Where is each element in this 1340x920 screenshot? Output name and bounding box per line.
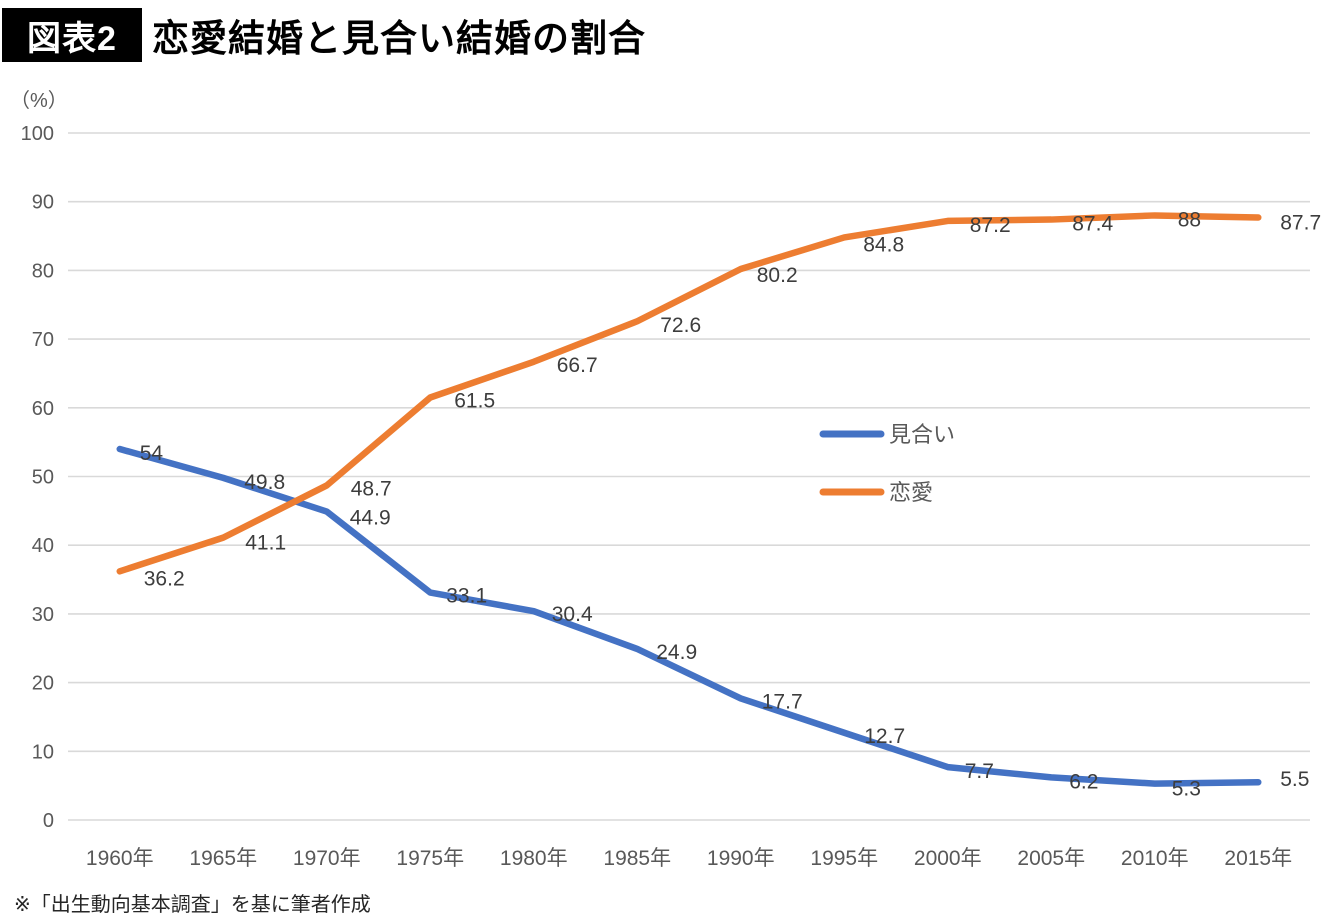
data-label: 30.4 <box>552 603 593 626</box>
data-label: 36.2 <box>144 567 185 590</box>
data-label: 24.9 <box>656 641 697 664</box>
data-label: 12.7 <box>864 725 905 748</box>
x-tick-label: 1990年 <box>707 847 775 870</box>
data-label: 5.5 <box>1280 768 1309 791</box>
y-tick-label: 80 <box>32 260 54 282</box>
data-label: 72.6 <box>660 314 701 337</box>
y-tick-label: 70 <box>32 329 54 351</box>
data-label: 80.2 <box>757 264 798 287</box>
x-tick-label: 1980年 <box>500 847 568 870</box>
y-axis-unit-label: （%） <box>10 90 68 112</box>
y-tick-label: 20 <box>32 673 54 695</box>
y-tick-label: 100 <box>21 123 54 145</box>
chart-header: 図表2 恋愛結婚と見合い結婚の割合 <box>2 8 646 62</box>
data-label: 54 <box>140 442 164 465</box>
x-tick-label: 1965年 <box>189 847 257 870</box>
legend-label-1: 恋愛 <box>889 480 933 505</box>
data-label: 44.9 <box>350 507 391 530</box>
legend-label-0: 見合い <box>889 422 955 447</box>
x-tick-label: 2015年 <box>1224 847 1292 870</box>
x-tick-label: 2000年 <box>914 847 982 870</box>
source-footnote: ※「出生動向基本調査」を基に筆者作成 <box>14 894 371 916</box>
data-label: 66.7 <box>557 354 598 377</box>
x-tick-label: 1995年 <box>810 847 878 870</box>
x-tick-label: 1960年 <box>86 847 154 870</box>
x-tick-label: 1985年 <box>603 847 671 870</box>
data-label: 84.8 <box>863 233 904 256</box>
data-label: 61.5 <box>454 389 495 412</box>
y-tick-label: 10 <box>32 741 54 763</box>
data-label: 41.1 <box>245 532 286 555</box>
data-label: 33.1 <box>446 585 487 608</box>
x-tick-label: 2010年 <box>1121 847 1189 870</box>
data-label: 48.7 <box>351 477 392 500</box>
y-tick-label: 0 <box>43 810 54 832</box>
data-label: 87.2 <box>970 214 1011 237</box>
y-tick-label: 30 <box>32 604 54 626</box>
y-tick-label: 90 <box>32 192 54 214</box>
figure-number-badge: 図表2 <box>2 8 142 62</box>
series-line-0 <box>116 445 1262 787</box>
data-label: 88 <box>1178 208 1201 231</box>
data-label: 49.8 <box>244 471 285 494</box>
y-tick-label: 50 <box>32 467 54 489</box>
data-label: 7.7 <box>965 760 994 783</box>
data-label: 17.7 <box>762 690 803 713</box>
chart-title: 恋愛結婚と見合い結婚の割合 <box>152 18 646 59</box>
data-label: 6.2 <box>1069 770 1098 793</box>
series-line-1 <box>116 212 1262 575</box>
x-tick-label: 2005年 <box>1017 847 1085 870</box>
x-tick-label: 1970年 <box>293 847 361 870</box>
x-tick-label: 1975年 <box>396 847 464 870</box>
y-tick-label: 60 <box>32 398 54 420</box>
data-label: 87.7 <box>1280 212 1321 235</box>
data-label: 5.3 <box>1172 778 1201 801</box>
data-label: 87.4 <box>1072 213 1113 236</box>
y-tick-label: 40 <box>32 535 54 557</box>
